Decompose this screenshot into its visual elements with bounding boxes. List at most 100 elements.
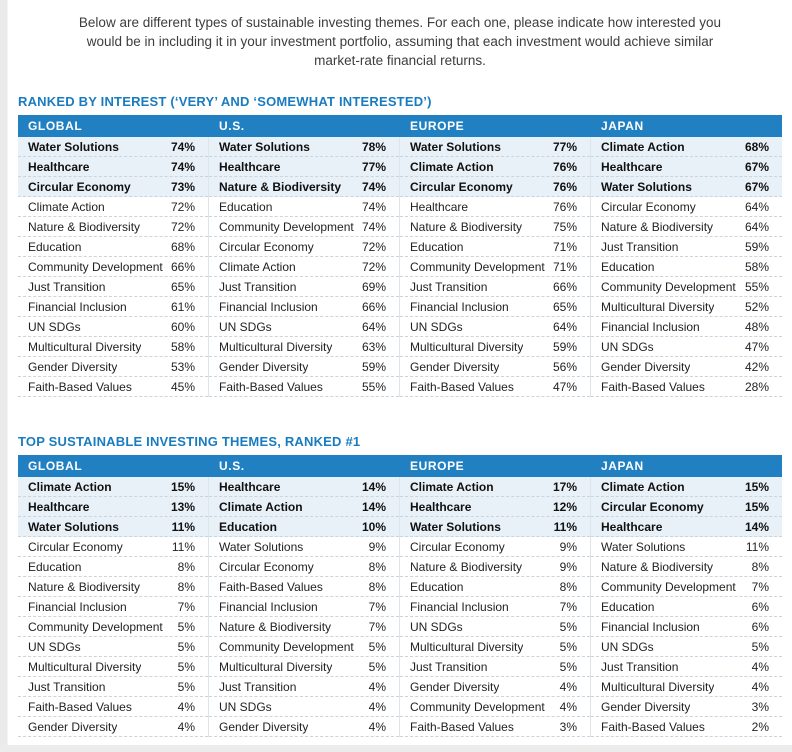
table-row: UN SDGs 47%: [591, 337, 782, 358]
region-column: Water Solutions 74% Healthcare 74% Circular …: [18, 137, 209, 398]
theme-label: Just Transition: [601, 659, 679, 674]
theme-label: Climate Action: [219, 259, 296, 274]
theme-percentage: 56%: [552, 359, 577, 374]
theme-percentage: 76%: [552, 159, 577, 174]
theme-percentage: 5%: [559, 639, 577, 654]
table-row: Nature & Biodiversity 74%: [209, 177, 399, 198]
table-row: Multicultural Diversity 63%: [209, 337, 399, 358]
theme-label: Gender Diversity: [601, 699, 691, 714]
section-title-ranked-number-one: TOP SUSTAINABLE INVESTING THEMES, RANKED…: [18, 434, 361, 450]
theme-percentage: 55%: [744, 279, 769, 294]
table-row: Community Development 66%: [18, 257, 208, 278]
theme-percentage: 5%: [177, 679, 195, 694]
theme-percentage: 14%: [744, 519, 769, 534]
theme-label: Nature & Biodiversity: [410, 219, 523, 234]
region-column: Water Solutions 78% Healthcare 77% Nature & …: [209, 137, 400, 398]
theme-label: Multicultural Diversity: [28, 339, 142, 354]
theme-label: UN SDGs: [219, 699, 272, 714]
theme-label: Education: [28, 239, 82, 254]
theme-percentage: 65%: [552, 299, 577, 314]
theme-label: Gender Diversity: [28, 359, 118, 374]
theme-percentage: 52%: [744, 299, 769, 314]
theme-label: Multicultural Diversity: [601, 299, 715, 314]
theme-percentage: 65%: [170, 279, 195, 294]
table-row: Faith-Based Values 4%: [18, 697, 208, 718]
region-column: Water Solutions 77% Climate Action 76% Circu…: [400, 137, 591, 398]
table-row: Financial Inclusion 48%: [591, 317, 782, 338]
table-row: Circular Economy 73%: [18, 177, 208, 198]
table-row: Education 71%: [400, 237, 590, 258]
theme-label: UN SDGs: [28, 639, 81, 654]
theme-label: Water Solutions: [219, 539, 304, 554]
theme-percentage: 3%: [559, 719, 577, 734]
theme-label: Gender Diversity: [219, 719, 309, 734]
table-row: Multicultural Diversity 58%: [18, 337, 208, 358]
table-row: Just Transition 66%: [400, 277, 590, 298]
theme-label: Gender Diversity: [28, 719, 118, 734]
theme-label: Multicultural Diversity: [219, 339, 333, 354]
table-row: Financial Inclusion 66%: [209, 297, 399, 318]
table-row: Financial Inclusion 7%: [400, 597, 590, 618]
theme-percentage: 9%: [368, 539, 386, 554]
theme-label: Climate Action: [28, 479, 112, 494]
table-row: Just Transition 5%: [18, 677, 208, 698]
table-row: Community Development 74%: [209, 217, 399, 238]
theme-percentage: 67%: [744, 159, 769, 174]
theme-percentage: 71%: [552, 239, 577, 254]
theme-percentage: 72%: [170, 219, 195, 234]
table-row: Faith-Based Values 8%: [209, 577, 399, 598]
table-row: Circular Economy 11%: [18, 537, 208, 558]
theme-label: Nature & Biodiversity: [601, 219, 714, 234]
theme-label: Circular Economy: [219, 559, 314, 574]
theme-percentage: 8%: [751, 559, 769, 574]
table-row: Multicultural Diversity 52%: [591, 297, 782, 318]
section-title-ranked-by-interest: RANKED BY INTEREST (‘VERY’ AND ‘SOMEWHAT…: [18, 94, 432, 110]
theme-percentage: 74%: [170, 159, 195, 174]
region-header-global: GLOBAL: [28, 459, 83, 474]
theme-percentage: 64%: [361, 319, 386, 334]
theme-label: Financial Inclusion: [410, 599, 509, 614]
table-row: Faith-Based Values 45%: [18, 377, 208, 398]
table-row: Healthcare 14%: [209, 477, 399, 498]
theme-percentage: 7%: [368, 619, 386, 634]
region-header-europe: EUROPE: [410, 459, 465, 474]
theme-percentage: 8%: [368, 579, 386, 594]
table-row: Faith-Based Values 3%: [400, 717, 590, 738]
theme-label: UN SDGs: [601, 339, 654, 354]
theme-percentage: 63%: [361, 339, 386, 354]
theme-label: Multicultural Diversity: [601, 679, 715, 694]
theme-percentage: 74%: [170, 139, 195, 154]
table-row: Water Solutions 11%: [18, 517, 208, 538]
theme-percentage: 9%: [559, 559, 577, 574]
theme-percentage: 8%: [177, 579, 195, 594]
theme-percentage: 47%: [552, 379, 577, 394]
theme-percentage: 12%: [552, 499, 577, 514]
table-row: Just Transition 59%: [591, 237, 782, 258]
theme-percentage: 68%: [744, 139, 769, 154]
intro-text: Below are different types of sustainable…: [78, 15, 722, 69]
theme-label: Just Transition: [28, 679, 106, 694]
table-row: Healthcare 74%: [18, 157, 208, 178]
theme-label: Community Development: [28, 619, 163, 634]
theme-label: UN SDGs: [28, 319, 81, 334]
table-row: Gender Diversity 3%: [591, 697, 782, 718]
theme-percentage: 42%: [744, 359, 769, 374]
table-row: Gender Diversity 4%: [400, 677, 590, 698]
theme-percentage: 11%: [171, 539, 195, 554]
theme-percentage: 10%: [361, 519, 386, 534]
theme-percentage: 74%: [361, 219, 386, 234]
table-row: Education 68%: [18, 237, 208, 258]
theme-percentage: 59%: [361, 359, 386, 374]
table-row: Nature & Biodiversity 75%: [400, 217, 590, 238]
region-column: Climate Action 68% Healthcare 67% Water Solu…: [591, 137, 782, 398]
table-row: Multicultural Diversity 5%: [209, 657, 399, 678]
theme-label: Water Solutions: [28, 139, 119, 154]
theme-percentage: 48%: [744, 319, 769, 334]
table-row: Faith-Based Values 55%: [209, 377, 399, 398]
table-row: Water Solutions 77%: [400, 137, 590, 158]
theme-percentage: 8%: [177, 559, 195, 574]
theme-percentage: 77%: [552, 139, 577, 154]
theme-percentage: 7%: [559, 599, 577, 614]
theme-label: Education: [410, 579, 464, 594]
theme-label: Climate Action: [601, 479, 685, 494]
